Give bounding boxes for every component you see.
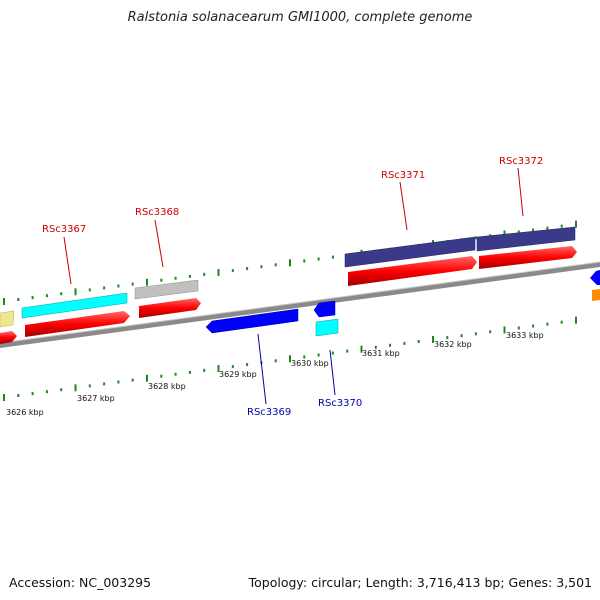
gene-rsc3369-feature [205,308,299,334]
gene-rsc3372-cds [479,246,577,269]
label-leaders [63,167,524,405]
partial-feature-right-blue [590,270,600,285]
partial-feature-left-red [0,331,17,344]
map-title: Ralstonia solanacearum GMI1000, complete… [127,10,473,25]
genome-backbone [0,261,600,348]
gene-label-rsc3367[interactable]: RSc3367 [42,224,86,235]
scale-label-3632: 3632 kbp [434,340,472,349]
gene-rsc3370-rna [315,318,339,337]
partial-feature-right-orange [592,289,600,301]
scale-label-3629: 3629 kbp [219,370,257,379]
accession-label: Accession: NC_003295 [9,575,152,590]
partial-feature-left-yellow [0,310,15,328]
gene-label-rsc3371[interactable]: RSc3371 [381,170,425,181]
genome-summary-label: Topology: circular; Length: 3,716,413 bp… [248,575,592,590]
forward-tick-track [3,220,577,305]
gene-rsc3372-feature [476,226,576,252]
gene-rsc3367-feature [21,292,128,319]
reverse-tick-track [3,316,577,401]
scale-label-3631: 3631 kbp [362,349,400,358]
scale-label-3628: 3628 kbp [148,382,186,391]
scale-label-3633: 3633 kbp [506,331,544,340]
gene-rsc3371-feature [344,236,476,268]
gene-label-rsc3369[interactable]: RSc3369 [247,407,291,418]
gene-label-rsc3372[interactable]: RSc3372 [499,156,543,167]
gene-rsc3368-cds [139,298,201,318]
scale-label-3630: 3630 kbp [291,359,329,368]
gene-rsc3370-feature [313,300,336,318]
gene-rsc3367-cds [25,311,130,337]
gene-label-rsc3368[interactable]: RSc3368 [135,207,179,218]
gene-label-rsc3370[interactable]: RSc3370 [318,398,362,409]
gene-rsc3368-feature [134,279,199,300]
scale-label-3626: 3626 kbp [6,408,44,417]
gene-rsc3371-cds [348,256,477,286]
scale-label-3627: 3627 kbp [77,394,115,403]
